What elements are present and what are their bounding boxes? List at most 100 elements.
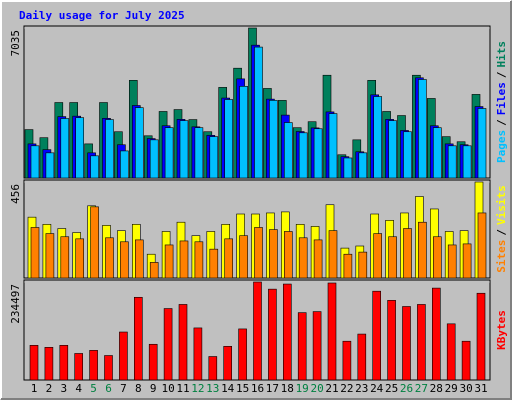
x-tick-label: 4	[75, 382, 82, 395]
bar	[432, 236, 442, 279]
bar	[418, 221, 427, 279]
bar	[238, 328, 247, 381]
bar	[149, 262, 159, 279]
bar	[297, 312, 307, 381]
bar	[163, 308, 173, 381]
bar	[254, 227, 263, 279]
bar	[431, 287, 441, 381]
bar	[178, 304, 188, 381]
x-tick-label: 9	[150, 382, 157, 395]
bar	[477, 108, 487, 179]
legend-separator: /	[495, 119, 508, 126]
bar	[418, 79, 427, 179]
bar	[282, 283, 292, 381]
y-tick-label: 456	[9, 184, 22, 204]
x-tick-label: 21	[325, 382, 338, 395]
bar	[119, 331, 128, 381]
legend-separator: /	[495, 229, 508, 236]
bar	[446, 323, 456, 381]
bar	[44, 347, 54, 381]
x-tick-label: 15	[236, 382, 249, 395]
y-tick-label: 234497	[9, 284, 22, 324]
bar	[298, 132, 308, 179]
bar	[224, 99, 233, 179]
bar	[179, 240, 189, 279]
bar	[298, 237, 308, 279]
bar	[164, 127, 174, 179]
bar	[432, 127, 442, 179]
bar	[194, 127, 204, 179]
bar	[387, 300, 396, 381]
chart-title: Daily usage for July 2025	[19, 9, 185, 22]
x-tick-label: 22	[340, 382, 353, 395]
bar	[343, 157, 353, 179]
bar	[283, 231, 293, 279]
bar	[120, 150, 129, 179]
bar	[328, 230, 338, 279]
bar	[90, 155, 99, 179]
bar	[194, 241, 204, 279]
bar	[313, 239, 323, 279]
x-tick-label: 14	[221, 382, 235, 395]
legend-entry: Pages	[495, 130, 508, 163]
bar	[209, 248, 219, 279]
bar	[135, 107, 144, 179]
bar	[462, 145, 472, 179]
bar	[268, 288, 277, 381]
bar	[45, 152, 55, 179]
bar	[388, 236, 397, 279]
x-tick-label: 11	[176, 382, 189, 395]
bar	[372, 290, 382, 381]
x-tick-label: 3	[60, 382, 67, 395]
x-tick-label: 23	[355, 382, 368, 395]
bar	[388, 120, 397, 179]
bar	[75, 117, 84, 179]
x-tick-label: 29	[445, 382, 458, 395]
bar	[135, 239, 144, 279]
x-tick-label: 20	[310, 382, 323, 395]
bar	[105, 119, 114, 179]
bar	[462, 243, 472, 279]
x-tick-label: 10	[161, 382, 174, 395]
bar	[357, 333, 367, 381]
legend-entry: Sites	[495, 240, 508, 273]
x-tick-label: 6	[105, 382, 112, 395]
x-tick-label: 12	[191, 382, 204, 395]
bar	[148, 343, 158, 381]
bar	[283, 122, 293, 179]
legend-separator: /	[495, 71, 508, 78]
bar	[269, 100, 278, 179]
bar	[343, 253, 353, 279]
x-tick-label: 27	[415, 382, 428, 395]
x-tick-label: 8	[135, 382, 142, 395]
bar	[313, 128, 323, 179]
x-tick-label: 13	[206, 382, 219, 395]
x-tick-label: 26	[400, 382, 413, 395]
x-tick-label: 7	[120, 382, 127, 395]
bar	[105, 237, 114, 279]
bar	[476, 292, 486, 381]
bar	[358, 152, 368, 179]
x-tick-label: 16	[251, 382, 264, 395]
bar	[164, 244, 174, 279]
bar	[254, 46, 263, 179]
series-label: KBytes	[495, 310, 508, 350]
bar	[223, 346, 232, 381]
bar	[327, 282, 337, 381]
bar	[417, 304, 426, 381]
bar	[477, 212, 487, 279]
bar	[373, 233, 383, 279]
bar	[45, 233, 55, 279]
legend-entry: Visits	[495, 185, 508, 225]
bar	[208, 356, 218, 381]
series-label: Sites / Visits	[495, 185, 508, 273]
bar	[447, 244, 457, 279]
bar	[90, 206, 99, 279]
x-tick-label: 24	[370, 382, 384, 395]
bar	[74, 353, 83, 381]
bar	[461, 340, 471, 381]
bar	[447, 145, 457, 179]
